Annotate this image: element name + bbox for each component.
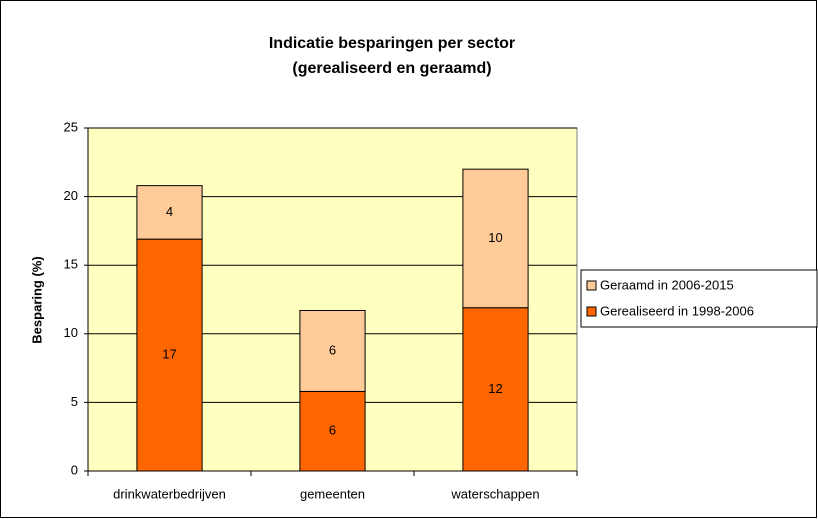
- y-tick-label: 25: [64, 119, 78, 134]
- chart-title: (gerealiseerd en geraamd): [292, 60, 491, 77]
- y-tick-label: 5: [71, 394, 78, 409]
- data-label: 10: [488, 230, 502, 245]
- data-label: 4: [166, 204, 173, 219]
- x-tick-label: gemeenten: [300, 486, 365, 501]
- data-label: 6: [329, 342, 336, 357]
- bar-segment: [299, 390, 366, 472]
- legend-swatch: [586, 280, 597, 291]
- legend-label: Gerealiseerd in 1998-2006: [600, 303, 754, 318]
- x-tick-label: drinkwaterbedrijven: [113, 486, 226, 501]
- chart-title: Indicatie besparingen per sector: [269, 35, 515, 52]
- bar-segment: [462, 168, 529, 309]
- legend-swatch: [586, 306, 597, 317]
- y-tick-label: 0: [71, 462, 78, 477]
- data-label: 17: [162, 347, 176, 362]
- y-tick-label: 15: [64, 257, 78, 272]
- x-tick-label: waterschappen: [450, 486, 539, 501]
- legend: [580, 269, 818, 328]
- y-axis-label: Besparing (%): [29, 256, 44, 343]
- data-label: 6: [329, 423, 336, 438]
- y-tick-label: 10: [64, 325, 78, 340]
- bar-segment: [299, 309, 366, 392]
- y-tick-label: 20: [64, 188, 78, 203]
- data-label: 12: [488, 381, 502, 396]
- bar-segment: [136, 185, 203, 240]
- bar-segment: [136, 238, 203, 472]
- legend-label: Geraamd in 2006-2015: [600, 277, 734, 292]
